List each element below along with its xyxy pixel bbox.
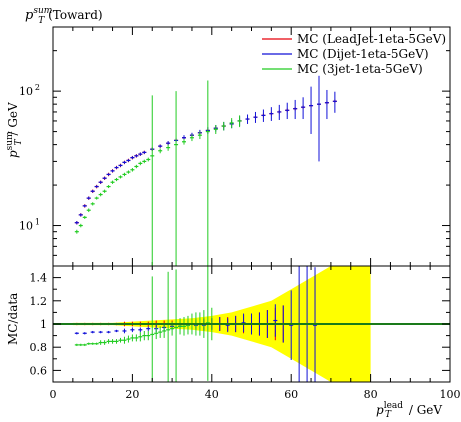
ratio-y-tick-label: 0.6 <box>30 364 48 377</box>
x-tick-label: 100 <box>440 388 461 401</box>
main-data-marks <box>74 75 337 266</box>
main-x-ticks <box>52 27 451 266</box>
ratio-ylabel: MC/data <box>6 293 20 345</box>
chart-title: psum T (Toward) <box>25 6 103 26</box>
x-tick-label: 80 <box>364 388 378 401</box>
main-y-tick-exponent: 1 <box>35 218 40 227</box>
legend: MC (LeadJet-1eta-5GeV)MC (Dijet-1eta-5Ge… <box>262 32 446 76</box>
ratio-y-tick-label: 1.2 <box>30 295 48 308</box>
ratio-y-ticks: 0.6 0.8 1 1.2 1.4 <box>30 265 450 383</box>
main-y-tick-label: 10 <box>19 220 33 233</box>
ratio-x-ticks: 0 20 40 60 80 100 <box>50 266 461 401</box>
main-y-tick-label: 10 <box>19 85 33 98</box>
ratio-y-tick-label: 0.8 <box>30 341 48 354</box>
legend-label-leadjet: MC (LeadJet-1eta-5GeV) <box>297 32 446 46</box>
legend-label-dijet: MC (Dijet-1eta-5GeV) <box>297 47 429 61</box>
x-axis-label: plead T / GeV <box>376 401 442 420</box>
x-tick-label: 20 <box>125 388 139 401</box>
x-tick-label: 0 <box>50 388 57 401</box>
legend-label-threejet: MC (3jet-1eta-5GeV) <box>297 62 423 76</box>
ratio-y-tick-label: 1 <box>40 318 47 331</box>
x-tick-label: 60 <box>284 388 298 401</box>
ratio-plot-panel: 0.6 0.8 1 1.2 1.4 0 20 40 60 80 100 <box>30 265 461 401</box>
main-ylabel: psumT / GeV <box>5 102 24 158</box>
x-tick-label: 40 <box>205 388 219 401</box>
main-y-tick-exponent: 2 <box>35 83 40 92</box>
ratio-y-tick-label: 1.4 <box>30 272 48 285</box>
